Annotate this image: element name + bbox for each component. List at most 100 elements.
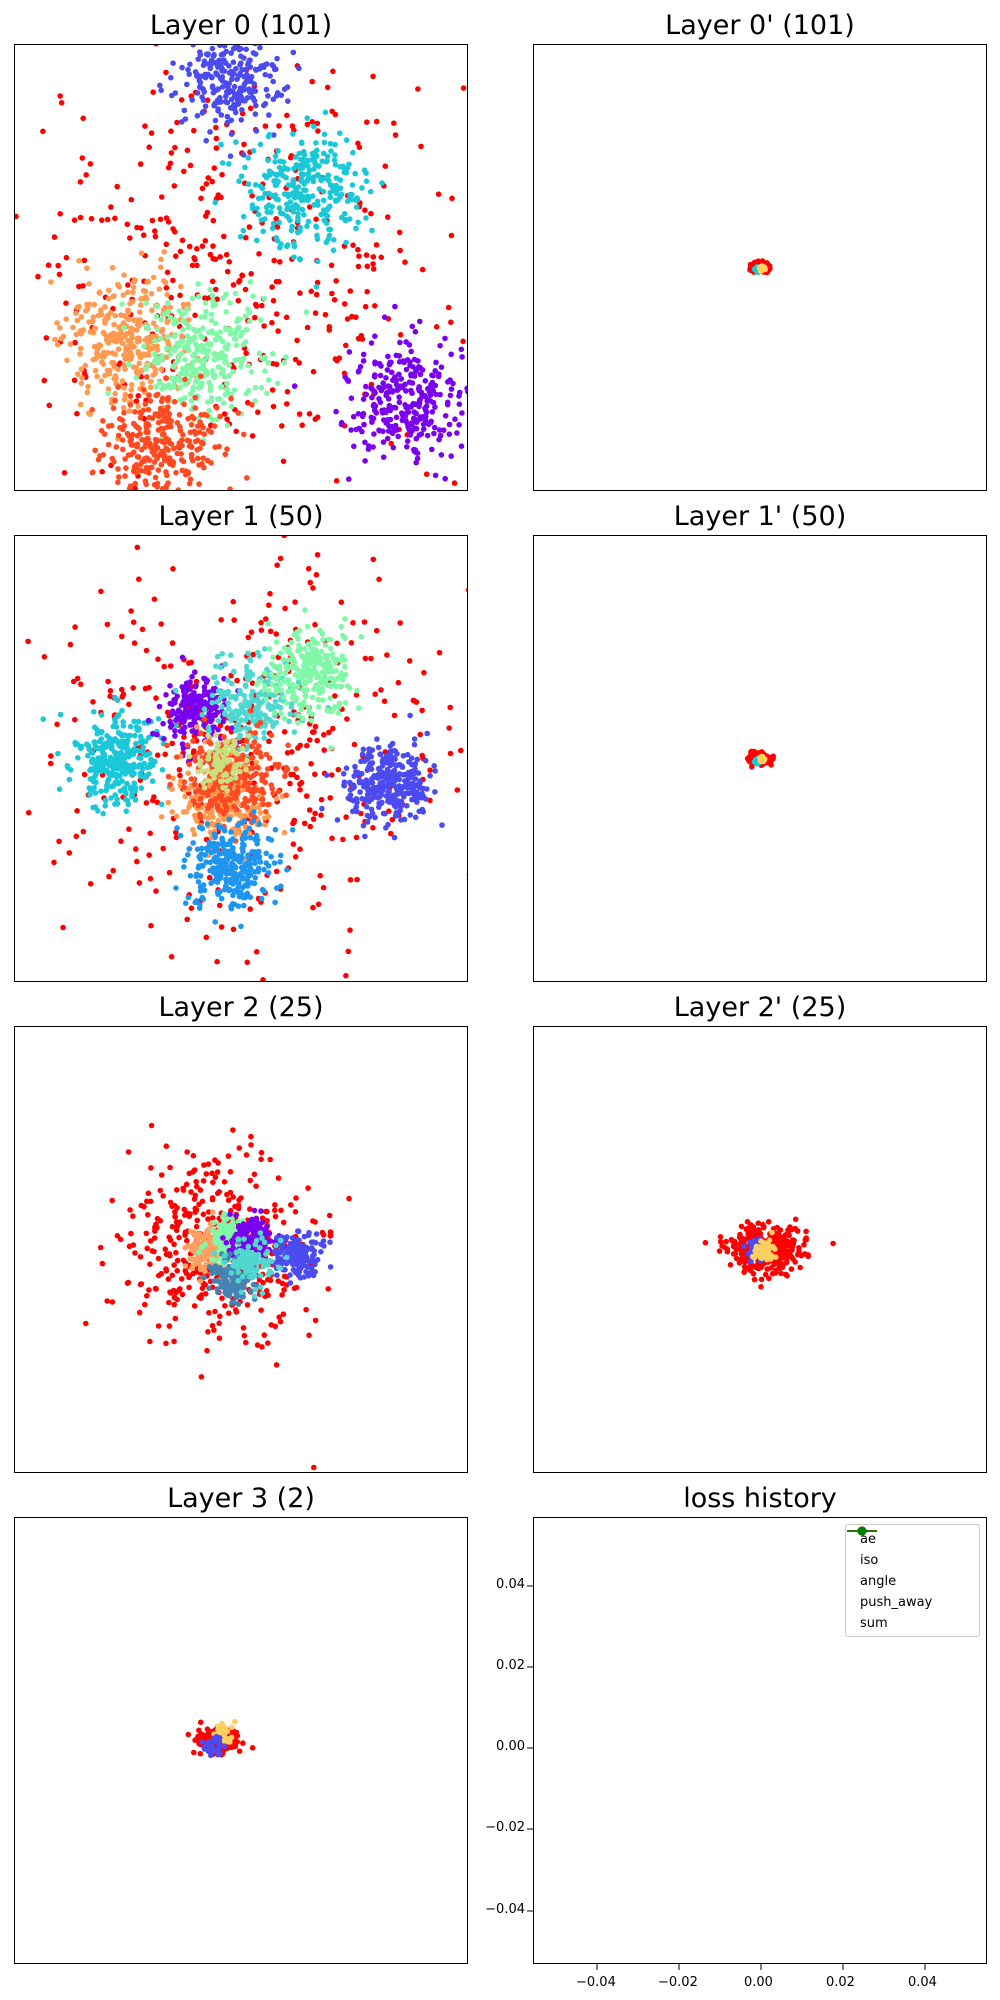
scatter-point <box>281 645 288 651</box>
scatter-point <box>113 765 120 772</box>
scatter-point <box>371 407 378 414</box>
scatter-point <box>134 544 141 551</box>
scatter-point <box>277 158 284 165</box>
scatter-point <box>243 234 249 241</box>
scatter-point <box>333 278 340 284</box>
scatter-point <box>167 781 173 788</box>
scatter-point <box>274 55 280 62</box>
scatter-point <box>140 386 147 393</box>
scatter-point <box>376 800 382 806</box>
scatter-point <box>411 446 417 453</box>
scatter-point <box>273 311 280 317</box>
scatter-point <box>219 824 225 831</box>
scatter-point <box>238 717 245 723</box>
scatter-point <box>246 825 253 832</box>
panel-title-layer-2: Layer 2 (25) <box>158 992 324 1023</box>
scatter-point <box>283 354 289 360</box>
scatter-point <box>41 377 48 384</box>
scatter-point <box>146 750 153 757</box>
scatter-point <box>332 161 339 168</box>
scatter-point <box>288 182 295 188</box>
scatter-point <box>72 339 78 346</box>
scatter-point <box>208 394 215 401</box>
scatter-point <box>131 278 137 285</box>
scatter-point <box>281 165 288 172</box>
scatter-point <box>241 902 247 909</box>
scatter-point <box>223 309 229 315</box>
scatter-point <box>233 428 239 435</box>
scatter-point <box>226 161 232 167</box>
scatter-point <box>402 259 408 265</box>
scatter-point <box>127 723 134 730</box>
scatter-point <box>446 725 453 731</box>
scatter-point <box>129 298 136 305</box>
scatter-point <box>257 141 264 148</box>
scatter-point <box>309 694 316 701</box>
scatter-point <box>345 795 352 801</box>
scatter-point <box>254 649 261 656</box>
scatter-point <box>364 819 371 825</box>
scatter-point <box>173 253 179 259</box>
scatter-point <box>417 778 423 784</box>
scatter-point <box>115 336 122 342</box>
scatter-point <box>224 446 230 452</box>
scatter-point <box>56 786 63 792</box>
scatter-point <box>444 401 451 408</box>
scatter-point <box>328 745 335 751</box>
scatter-point <box>189 712 196 719</box>
scatter-point <box>197 745 204 751</box>
scatter-point <box>213 70 219 76</box>
scatter-point <box>390 782 396 788</box>
scatter-point <box>409 796 415 803</box>
scatter-point <box>363 178 370 184</box>
scatter-point <box>258 627 265 633</box>
scatter-point <box>327 683 334 689</box>
scatter-point <box>370 415 377 422</box>
scatter-point <box>164 291 170 298</box>
scatter-point <box>322 211 329 218</box>
scatter-point <box>115 384 121 390</box>
scatter-point <box>416 783 423 790</box>
scatter-point <box>283 700 290 706</box>
scatter-point <box>354 799 360 806</box>
scatter-point <box>306 167 313 174</box>
scatter-point <box>187 476 194 483</box>
scatter-point <box>94 762 100 769</box>
scatter-point <box>448 453 455 459</box>
scatter-point <box>278 883 284 889</box>
scatter-point <box>394 812 401 818</box>
scatter-point <box>327 140 334 147</box>
scatter-point <box>391 834 398 841</box>
scatter-point <box>228 796 234 803</box>
scatter-point <box>224 113 231 120</box>
scatter-point <box>283 768 289 775</box>
scatter-point <box>194 71 200 78</box>
scatter-point <box>195 56 201 62</box>
scatter-point <box>127 235 133 241</box>
scatter-point <box>127 402 134 408</box>
scatter-point <box>194 246 200 252</box>
scatter-point <box>240 841 246 847</box>
scatter-point <box>302 607 308 613</box>
scatter-point <box>261 866 267 873</box>
scatter-point <box>262 71 269 78</box>
scatter-point <box>404 803 410 809</box>
scatter-point <box>396 371 402 378</box>
scatter-point <box>212 854 219 860</box>
scatter-point <box>429 409 436 415</box>
scatter-point <box>367 188 374 195</box>
scatter-point <box>146 144 152 150</box>
scatter-point <box>329 835 335 842</box>
scatter-point <box>221 45 228 48</box>
scatter-point <box>108 795 114 801</box>
scatter-point <box>155 716 162 722</box>
scatter-point <box>77 401 84 408</box>
scatter-point <box>181 310 188 316</box>
scatter-point <box>146 852 152 858</box>
scatter-point <box>360 410 367 417</box>
scatter-point <box>130 326 136 333</box>
scatter-point <box>409 780 416 786</box>
scatter-point <box>384 367 391 373</box>
scatter-point <box>255 409 261 416</box>
scatter-point <box>192 669 198 675</box>
